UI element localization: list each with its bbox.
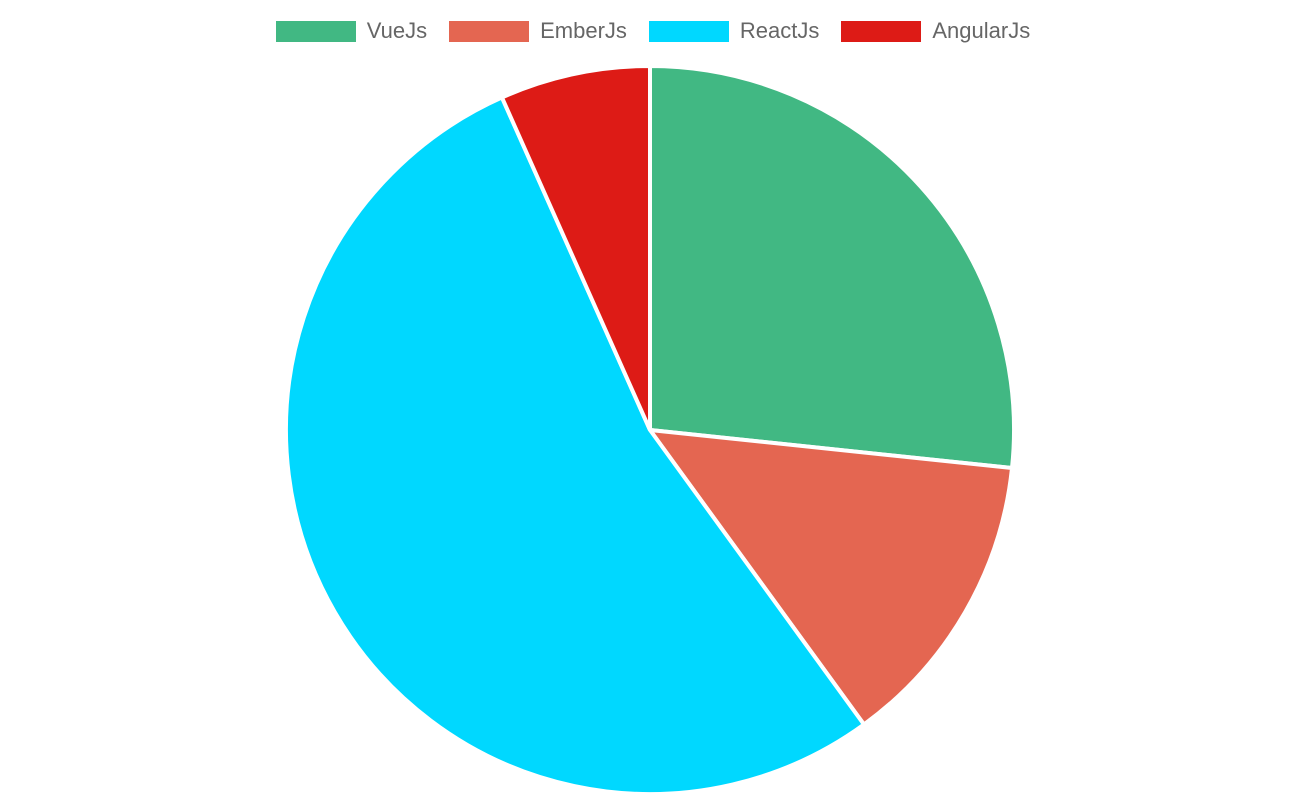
pie-slice-angularjs[interactable] — [499, 63, 652, 431]
legend-label: AngularJs — [932, 18, 1031, 43]
chart-legend: VueJs EmberJs ReactJs AngularJs — [0, 18, 1306, 44]
legend-swatch-emberjs — [449, 20, 530, 42]
pie-slice-vuejs[interactable] — [648, 63, 1016, 471]
legend-label: VueJs — [366, 18, 428, 43]
legend-swatch-reactjs — [648, 20, 729, 42]
legend-label: ReactJs — [739, 18, 820, 43]
pie-slice-emberjs[interactable] — [645, 427, 1015, 728]
legend-item-vuejs[interactable]: VueJs — [275, 18, 428, 44]
legend-item-angularjs[interactable]: AngularJs — [841, 18, 1030, 44]
legend-label: EmberJs — [540, 18, 627, 43]
legend-swatch-angularjs — [841, 20, 922, 42]
legend-item-emberjs[interactable]: EmberJs — [449, 18, 627, 44]
legend-swatch-vuejs — [275, 20, 356, 42]
legend-item-reactjs[interactable]: ReactJs — [648, 18, 820, 44]
pie-slice-reactjs[interactable] — [284, 94, 867, 796]
